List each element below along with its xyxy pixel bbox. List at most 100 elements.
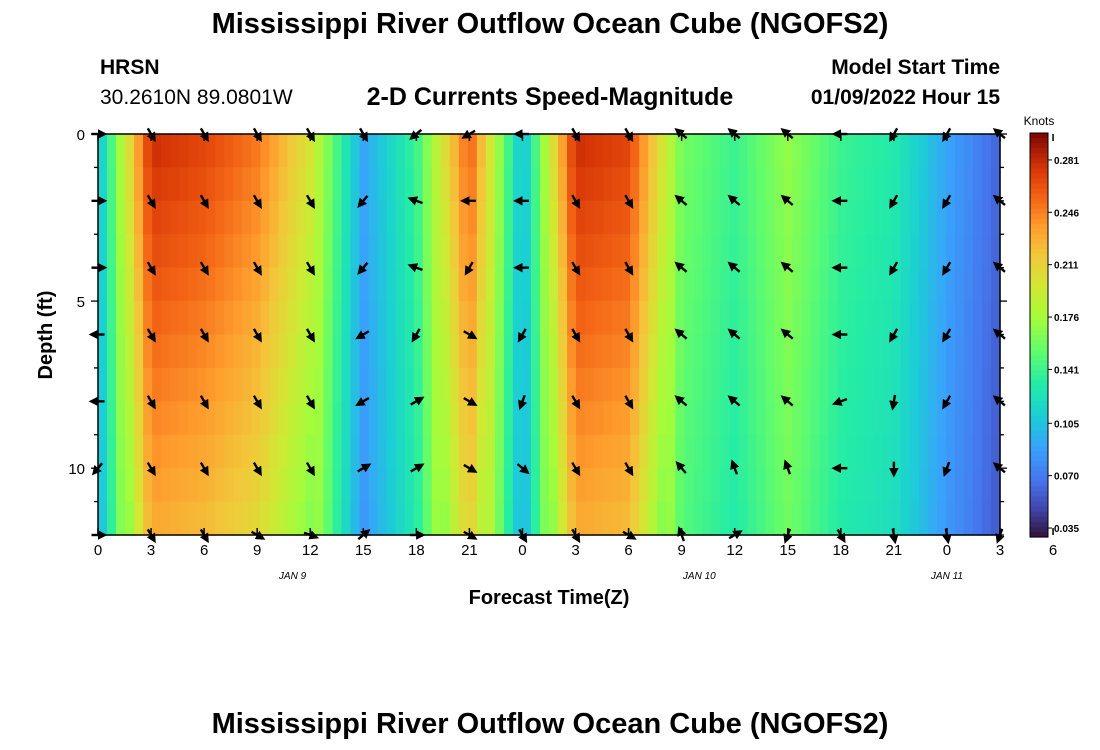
current-arrow xyxy=(357,463,372,473)
heatmap-cell xyxy=(747,468,758,503)
heatmap-cell xyxy=(251,367,261,402)
heatmap-cell xyxy=(972,468,983,503)
heatmap-cell xyxy=(323,134,334,169)
heatmap-cell xyxy=(756,401,767,436)
heatmap-cell xyxy=(711,200,721,235)
heatmap-cell xyxy=(900,468,911,503)
heatmap-cell xyxy=(386,301,397,336)
heatmap-cell xyxy=(233,434,243,469)
heatmap-cell xyxy=(260,234,270,269)
heatmap-cell xyxy=(909,267,920,302)
heatmap-cell xyxy=(521,434,532,469)
heatmap-cell xyxy=(630,501,640,536)
heatmap-cell xyxy=(233,134,243,169)
heatmap-cell xyxy=(287,401,298,436)
heatmap-cell xyxy=(576,367,586,402)
x-tick-label: 18 xyxy=(832,542,849,559)
heatmap-cell xyxy=(981,134,992,169)
heatmap-cell xyxy=(197,401,207,436)
colorbar-segment xyxy=(1030,430,1048,437)
heatmap-cell xyxy=(233,501,243,536)
heatmap-cell xyxy=(603,267,613,302)
heatmap-cell xyxy=(594,301,604,336)
heatmap-cell xyxy=(125,334,135,369)
heatmap-cell xyxy=(729,167,740,202)
heatmap-cell xyxy=(747,501,758,536)
heatmap-cell xyxy=(594,134,604,169)
heatmap-cell xyxy=(936,401,947,436)
heatmap-cell xyxy=(368,134,379,169)
heatmap-cell xyxy=(603,501,613,536)
heatmap-cell xyxy=(215,200,225,235)
heatmap-cell xyxy=(251,501,261,536)
colorbar-segment xyxy=(1030,163,1048,169)
heatmap-cell xyxy=(386,167,397,202)
heatmap-cell xyxy=(630,301,640,336)
current-arrow xyxy=(624,194,634,209)
heatmap-cell xyxy=(431,134,442,169)
heatmap-cell xyxy=(269,367,279,402)
heatmap-cell xyxy=(269,200,279,235)
current-arrow xyxy=(674,395,688,407)
current-arrow xyxy=(624,328,634,343)
heatmap-cell xyxy=(422,468,433,503)
heatmap-cell xyxy=(594,167,604,202)
heatmap-cell xyxy=(630,167,640,202)
heatmap-cell xyxy=(882,267,893,302)
heatmap-cell xyxy=(846,234,857,269)
heatmap-cell xyxy=(855,234,866,269)
heatmap-cell xyxy=(458,167,469,202)
heatmap-cell xyxy=(251,267,261,302)
heatmap-cell xyxy=(630,401,640,436)
heatmap-cell xyxy=(981,434,992,469)
heatmap-cell xyxy=(693,334,703,369)
heatmap-cell xyxy=(107,134,117,169)
heatmap-cell xyxy=(828,167,839,202)
heatmap-cell xyxy=(630,434,640,469)
heatmap-cell xyxy=(729,200,740,235)
heatmap-cell xyxy=(116,367,126,402)
colorbar-segment xyxy=(1030,239,1048,245)
heatmap-cell xyxy=(134,267,144,302)
heatmap-cell xyxy=(134,167,144,202)
colorbar-segment xyxy=(1030,526,1048,533)
heatmap-cell xyxy=(693,501,703,536)
heatmap-cell xyxy=(395,267,406,302)
heatmap-cell xyxy=(251,401,261,436)
heatmap-cell xyxy=(215,501,225,536)
heatmap-cell xyxy=(567,301,577,336)
heatmap-cell xyxy=(891,468,902,503)
date-label: JAN 11 xyxy=(930,571,963,582)
model-start-label: Model Start Time xyxy=(831,56,1000,79)
heatmap-cell xyxy=(675,200,685,235)
heatmap-cell xyxy=(170,267,180,302)
colorbar-segment xyxy=(1030,143,1048,149)
heatmap-cell xyxy=(476,234,487,269)
y-tick-label: 5 xyxy=(77,294,85,311)
heatmap-cell xyxy=(305,267,316,302)
heatmap-cell xyxy=(404,200,415,235)
heatmap-cell xyxy=(458,200,469,235)
heatmap-cell xyxy=(738,200,749,235)
station-name: HRSN xyxy=(100,56,160,79)
heatmap-cell xyxy=(963,301,974,336)
heatmap-cell xyxy=(684,167,694,202)
heatmap-cell xyxy=(116,167,126,202)
heatmap-cell xyxy=(711,167,721,202)
heatmap-cell xyxy=(603,468,613,503)
heatmap-cell xyxy=(792,468,803,503)
heatmap-cell xyxy=(242,200,252,235)
heatmap-cell xyxy=(585,200,595,235)
heatmap-cell xyxy=(693,468,703,503)
heatmap-cell xyxy=(783,134,794,169)
heatmap-cell xyxy=(188,434,198,469)
heatmap-cell xyxy=(206,434,216,469)
heatmap-cell xyxy=(972,200,983,235)
colorbar-segment xyxy=(1030,183,1048,190)
heatmap-cell xyxy=(900,167,911,202)
heatmap-cell xyxy=(386,234,397,269)
heatmap-cell xyxy=(188,401,198,436)
heatmap-cell xyxy=(305,301,316,336)
heatmap-cell xyxy=(350,367,361,402)
heatmap-cell xyxy=(458,267,469,302)
